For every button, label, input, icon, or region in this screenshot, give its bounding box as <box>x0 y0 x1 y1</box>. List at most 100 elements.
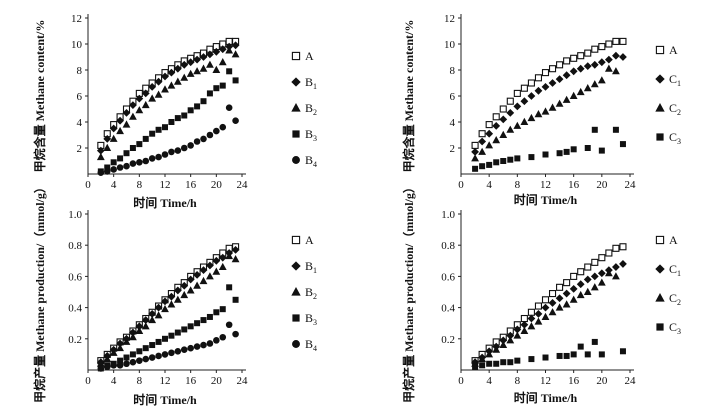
data-point <box>576 87 585 96</box>
data-point <box>514 155 521 162</box>
data-point <box>472 165 479 172</box>
data-point <box>231 50 240 58</box>
x-tick-label: 24 <box>625 179 637 191</box>
legend-label: B4 <box>305 153 317 169</box>
data-point <box>232 77 239 84</box>
data-point <box>591 258 599 266</box>
data-point <box>180 290 189 299</box>
data-point <box>520 320 529 329</box>
data-point <box>619 348 626 355</box>
legend-label: C2 <box>669 291 681 307</box>
data-point <box>527 314 536 323</box>
data-point <box>187 323 194 330</box>
data-point <box>570 54 578 62</box>
data-point <box>161 351 169 358</box>
data-point <box>97 169 105 176</box>
data-point <box>527 308 535 316</box>
data-point <box>116 164 124 171</box>
x-axis-label: 时间 Time/h <box>133 195 197 210</box>
data-point <box>576 64 585 73</box>
data-point <box>612 263 620 271</box>
legend-marker <box>655 45 665 55</box>
data-point <box>555 75 564 83</box>
data-point <box>499 115 508 124</box>
data-point <box>569 284 578 293</box>
data-point <box>231 255 240 263</box>
legend-marker <box>655 264 665 274</box>
legend: A B1 B2 B3 B4 <box>291 49 317 169</box>
y-tick-label: 0.8 <box>441 240 455 252</box>
data-point <box>506 125 515 133</box>
data-point <box>187 344 194 352</box>
x-tick-label: 4 <box>111 179 117 191</box>
data-point <box>136 357 143 364</box>
data-point <box>174 347 182 355</box>
data-point <box>110 159 117 166</box>
data-point <box>199 276 208 285</box>
series-B1 <box>96 41 240 155</box>
data-point <box>563 352 570 359</box>
data-point <box>542 354 549 361</box>
data-point <box>527 322 536 330</box>
data-point <box>110 362 117 369</box>
data-point <box>562 289 571 298</box>
data-point <box>206 131 214 139</box>
data-point <box>154 311 163 319</box>
data-point <box>200 341 207 349</box>
data-point <box>619 260 627 268</box>
data-point <box>186 69 195 77</box>
data-point <box>555 294 564 303</box>
data-point <box>213 309 220 316</box>
data-point <box>619 37 627 45</box>
y-axis-label: 甲烷含量 Methane content/% <box>401 20 416 173</box>
data-point <box>612 51 620 60</box>
data-point <box>117 357 124 364</box>
data-point <box>562 95 571 103</box>
data-point <box>576 280 585 289</box>
data-point <box>219 82 226 89</box>
data-point <box>570 351 577 358</box>
data-point <box>193 343 201 350</box>
data-point <box>534 74 543 82</box>
series-C3 <box>472 126 626 172</box>
data-point <box>168 349 175 357</box>
data-point <box>513 331 522 339</box>
legend-label: A <box>669 233 678 247</box>
data-point <box>219 333 227 341</box>
data-point <box>506 109 515 117</box>
legend-label: B2 <box>305 101 317 117</box>
x-tick-label: 12 <box>160 179 171 191</box>
data-point <box>174 115 181 122</box>
data-point <box>161 72 169 81</box>
legend-label: B2 <box>305 285 317 301</box>
data-point <box>136 159 143 166</box>
data-point <box>180 346 188 354</box>
data-point <box>619 53 627 61</box>
data-point <box>232 330 239 338</box>
y-tick-label: 2 <box>450 143 456 155</box>
data-point <box>225 104 233 111</box>
data-point <box>562 71 571 80</box>
data-point <box>161 85 169 93</box>
data-point <box>548 65 557 73</box>
data-point <box>492 136 501 144</box>
data-point <box>162 124 168 131</box>
data-point <box>556 150 563 157</box>
data-point <box>492 113 500 121</box>
y-tick-label: 12 <box>71 13 82 25</box>
data-point <box>485 121 493 129</box>
data-point <box>135 106 144 114</box>
series-A <box>471 243 627 365</box>
legend-marker <box>292 340 300 348</box>
data-point <box>507 156 514 163</box>
data-point <box>527 92 536 100</box>
data-point <box>598 351 605 358</box>
data-point <box>590 80 599 88</box>
y-tick-label: 0.8 <box>68 240 82 252</box>
data-point <box>193 281 201 289</box>
data-point <box>590 60 599 69</box>
data-point <box>117 155 124 162</box>
x-tick-label: 16 <box>185 375 197 387</box>
data-point <box>499 336 508 345</box>
